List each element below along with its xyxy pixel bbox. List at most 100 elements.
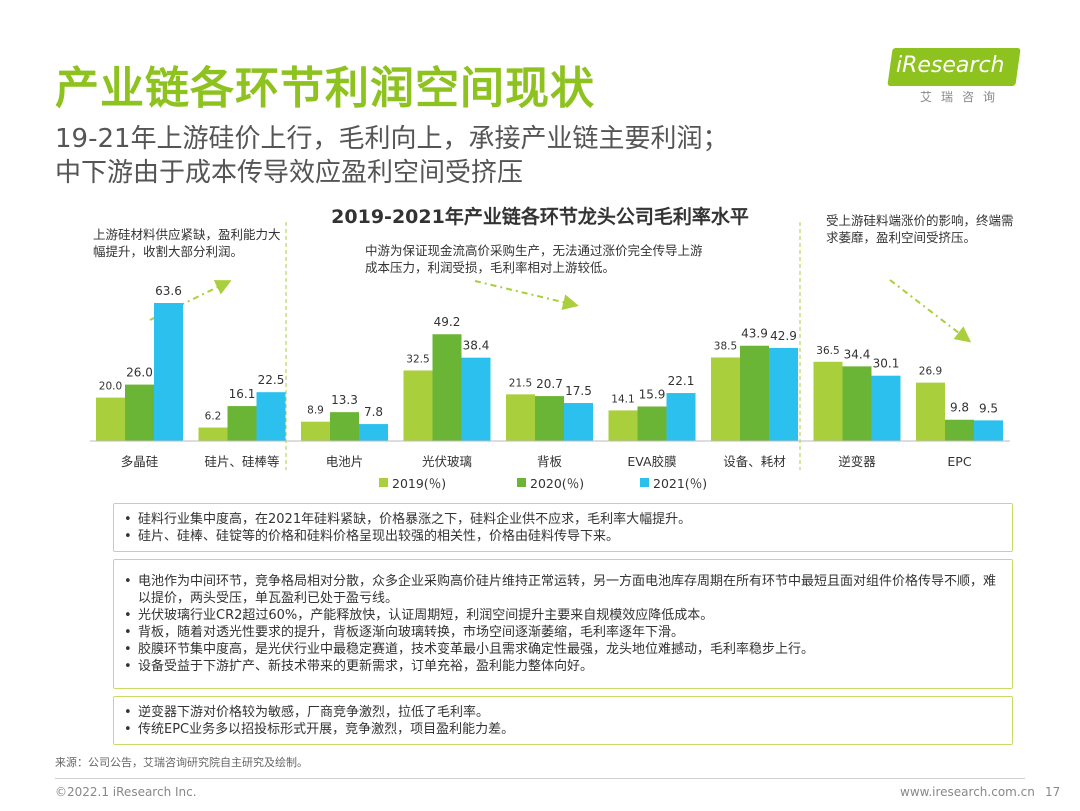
bar-7-2 <box>871 375 901 441</box>
note-item: 背板，随着对透光性要求的提升，背板逐渐向玻璃转换，市场空间逐渐萎缩，毛利率逐年下… <box>124 624 1002 641</box>
bar-6-2 <box>769 347 798 441</box>
value-label-6-1: 43.9 <box>741 327 768 341</box>
category-label-7: 逆变器 <box>838 454 876 469</box>
legend-swatch-0 <box>379 478 388 487</box>
note-item: 传统EPC业务多以招投标形式开展，竞争激烈，项目盈利能力差。 <box>124 721 1002 738</box>
value-label-7-1: 34.4 <box>844 347 871 361</box>
legend-label-0: 2019(％) <box>392 476 446 491</box>
legend-swatch-2 <box>640 478 649 487</box>
note-item: 逆变器下游对价格较为敏感，厂商竞争激烈，拉低了毛利率。 <box>124 704 1002 721</box>
bar-1-2 <box>256 392 286 441</box>
category-label-1: 硅片、硅棒等 <box>204 454 279 469</box>
legend-label-1: 2020(％) <box>530 476 584 491</box>
legend-label-2: 2021(％) <box>653 476 707 491</box>
bar-1-0 <box>198 427 228 441</box>
value-label-6-0: 38.5 <box>714 340 737 352</box>
category-label-2: 电池片 <box>326 454 364 469</box>
bar-6-1 <box>740 345 769 441</box>
value-label-1-2: 22.5 <box>258 373 285 387</box>
annotation-downstream: 受上游硅料端涨价的影响，终端需求萎靡，盈利空间受挤压。 <box>826 213 1014 245</box>
bar-5-1 <box>637 406 667 441</box>
value-label-1-1: 16.1 <box>229 387 256 401</box>
value-label-8-0: 26.9 <box>919 366 942 378</box>
bar-0-1 <box>125 384 154 441</box>
value-label-5-0: 14.1 <box>611 393 634 405</box>
upstream-trend-arrow <box>149 280 232 321</box>
bar-8-2 <box>974 420 1003 441</box>
value-label-3-1: 49.2 <box>434 315 461 329</box>
note-item: 胶膜环节集中度高，是光伏行业中最稳定赛道，技术变革最小且需求确定性最强，龙头地位… <box>124 641 1002 658</box>
value-label-0-2: 63.6 <box>155 284 182 298</box>
bar-0-2 <box>154 303 183 441</box>
bar-6-0 <box>711 357 740 441</box>
bar-1-1 <box>227 406 257 441</box>
bar-3-2 <box>461 357 491 441</box>
value-label-6-2: 42.9 <box>770 329 797 343</box>
note-item: 光伏玻璃行业CR2超过60%，产能释放快，认证周期短，利润空间提升主要来自规模效… <box>124 607 1002 624</box>
value-label-8-2: 9.5 <box>979 401 998 415</box>
value-label-4-2: 17.5 <box>565 384 592 398</box>
note-box-downstream: 逆变器下游对价格较为敏感，厂商竞争激烈，拉低了毛利率。 传统EPC业务多以招投标… <box>113 696 1013 745</box>
value-label-3-0: 32.5 <box>406 353 429 365</box>
value-label-1-0: 6.2 <box>205 411 222 423</box>
bar-4-1 <box>535 396 564 441</box>
bar-0-0 <box>96 397 125 441</box>
note-item: 设备受益于下游扩产、新技术带来的更新需求，订单充裕，盈利能力整体向好。 <box>124 658 1002 675</box>
value-label-3-2: 38.4 <box>463 339 490 353</box>
bar-7-0 <box>813 361 843 441</box>
value-label-2-0: 8.9 <box>307 405 324 417</box>
value-label-0-0: 20.0 <box>99 381 122 393</box>
value-label-4-0: 21.5 <box>509 377 532 389</box>
note-box-upstream: 硅料行业集中度高，在2021年硅料紧缺，价格暴涨之下，硅料企业供不应求，毛利率大… <box>113 503 1013 552</box>
value-label-8-1: 9.8 <box>950 401 969 415</box>
page-number: 17 <box>1045 785 1061 799</box>
annotation-midstream: 中游为保证现金流高价采购生产，无法通过涨价完全传导上游成本压力，利润受损，毛利率… <box>365 243 703 275</box>
copyright: ©2022.1 iResearch Inc. <box>55 785 197 799</box>
bar-2-1 <box>330 412 359 441</box>
source-note: 来源：公司公告，艾瑞咨询研究院自主研究及绘制。 <box>55 756 308 769</box>
footer-divider <box>55 778 1025 779</box>
bar-8-0 <box>916 382 945 441</box>
value-label-5-2: 22.1 <box>668 374 695 388</box>
midstream-trend-arrow <box>474 280 579 310</box>
bar-3-0 <box>403 370 433 441</box>
legend-swatch-1 <box>517 478 526 487</box>
value-label-2-1: 13.3 <box>331 393 358 407</box>
category-label-3: 光伏玻璃 <box>422 454 472 469</box>
iresearch-logo: iResearch 艾瑞咨询 <box>884 48 1024 104</box>
category-label-6: 设备、耗材 <box>723 454 786 469</box>
page-title: 产业链各环节利润空间现状 <box>55 63 595 114</box>
note-item: 硅片、硅棒、硅锭等的价格和硅料价格呈现出较强的相关性，价格由硅料传导下来。 <box>124 528 1002 545</box>
value-label-2-2: 7.8 <box>364 405 383 419</box>
bar-5-0 <box>608 410 638 441</box>
website-url: www.iresearch.com.cn <box>900 785 1035 799</box>
logo-cn: 艾瑞咨询 <box>920 90 1005 104</box>
bar-3-1 <box>432 334 462 441</box>
bar-4-2 <box>564 403 593 441</box>
bar-2-0 <box>301 421 330 441</box>
value-label-4-1: 20.7 <box>536 377 563 391</box>
value-label-7-0: 36.5 <box>816 345 839 357</box>
chart-title: 2019-2021年产业链各环节龙头公司毛利率水平 <box>331 206 749 228</box>
note-item: 电池作为中间环节，竞争格局相对分散，众多企业采购高价硅片维持正常运转，另一方面电… <box>124 573 1002 607</box>
logo-brand: iResearch <box>896 53 1005 78</box>
bar-2-2 <box>359 424 388 441</box>
subtitle-line-1: 19-21年上游硅价上行，毛利向上，承接产业链主要利润； <box>55 124 729 154</box>
category-label-0: 多晶硅 <box>121 454 159 469</box>
value-label-5-1: 15.9 <box>639 388 666 402</box>
note-box-midstream: 电池作为中间环节，竞争格局相对分散，众多企业采购高价硅片维持正常运转，另一方面电… <box>113 559 1013 689</box>
bar-8-1 <box>945 419 974 441</box>
category-label-5: EVA胶膜 <box>627 454 676 469</box>
annotation-upstream: 上游硅材料供应紧缺，盈利能力大幅提升，收割大部分利润。 <box>93 227 281 259</box>
bar-7-1 <box>842 366 872 441</box>
value-label-7-2: 30.1 <box>873 357 900 371</box>
value-label-0-1: 26.0 <box>126 366 153 380</box>
category-label-4: 背板 <box>537 454 563 469</box>
subtitle-line-2: 中下游由于成本传导效应盈利空间受挤压 <box>55 158 524 188</box>
bar-4-0 <box>506 394 535 441</box>
category-label-8: EPC <box>947 454 971 469</box>
note-item: 硅料行业集中度高，在2021年硅料紧缺，价格暴涨之下，硅料企业供不应求，毛利率大… <box>124 511 1002 528</box>
bar-5-2 <box>666 393 696 441</box>
downstream-trend-arrow <box>889 279 972 343</box>
